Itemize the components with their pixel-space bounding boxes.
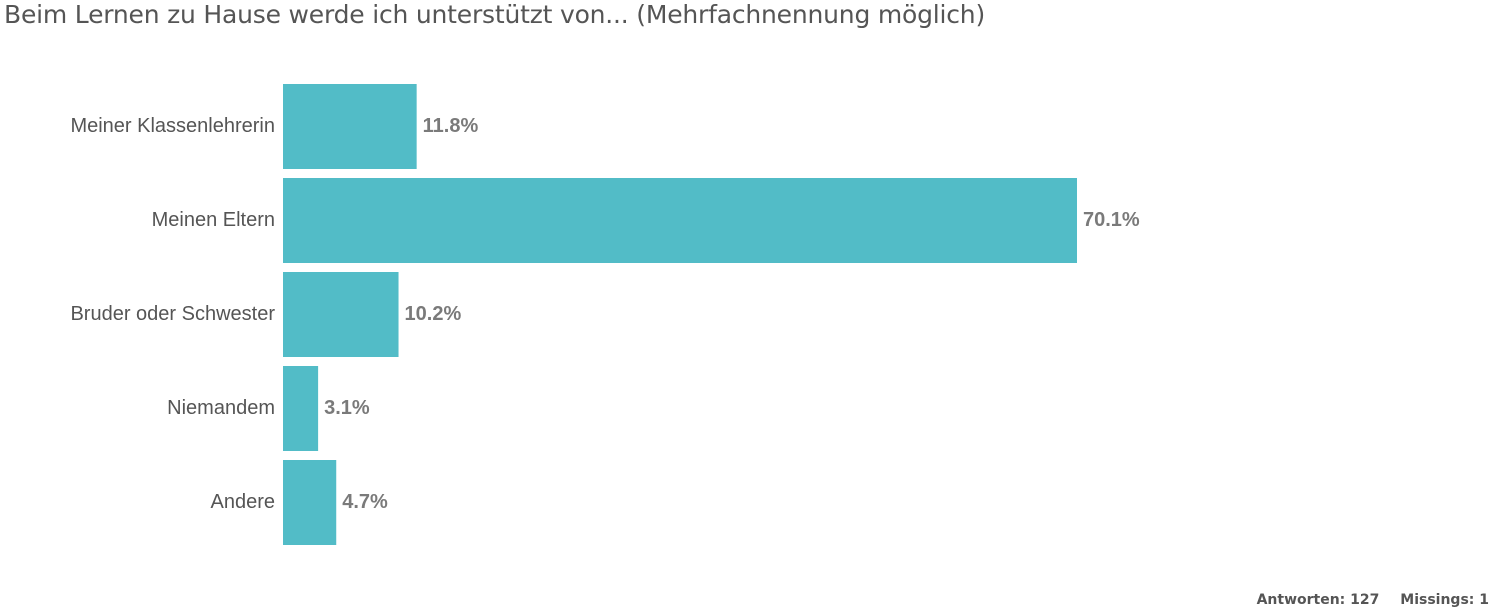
bar-3 [283, 366, 319, 451]
missings-count: Missings: 1 [1400, 592, 1489, 608]
category-label-4: Andere [211, 491, 276, 513]
value-label-4: 4.7% [342, 491, 388, 513]
category-label-1: Meinen Eltern [152, 209, 275, 231]
bar-4 [283, 460, 337, 545]
bar-2 [283, 272, 399, 357]
bar-1 [283, 178, 1077, 263]
footer-stats: Antworten: 127 Missings: 1 [1241, 592, 1489, 608]
value-label-0: 11.8% [423, 115, 479, 137]
chart-title: Beim Lernen zu Hause werde ich unterstüt… [4, 0, 986, 29]
category-label-2: Bruder oder Schwester [70, 303, 275, 325]
bar-0 [283, 84, 417, 169]
value-label-1: 70.1% [1083, 209, 1140, 231]
category-label-0: Meiner Klassenlehrerin [70, 115, 275, 137]
value-label-3: 3.1% [324, 397, 370, 419]
category-label-3: Niemandem [167, 397, 275, 419]
responses-count: Antworten: 127 [1256, 592, 1380, 608]
value-label-2: 10.2% [405, 303, 462, 325]
